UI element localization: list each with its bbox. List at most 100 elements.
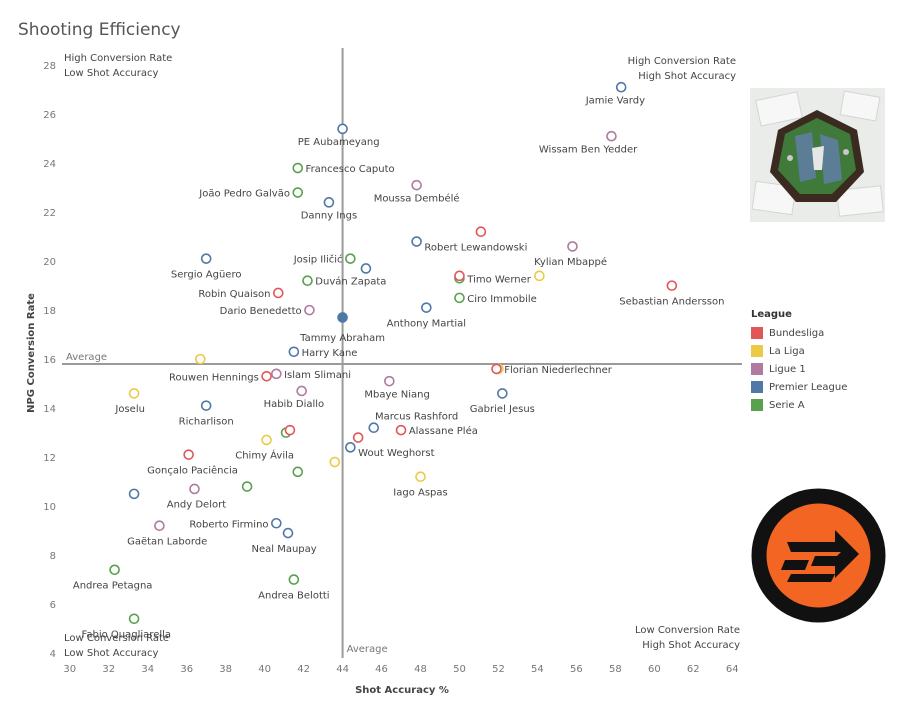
y-tick-label: 22: [43, 208, 56, 219]
point-label: Joselu: [114, 404, 145, 415]
data-point: [200, 400, 212, 411]
data-point: [666, 280, 678, 291]
data-point: [615, 81, 627, 93]
brand-logo: [751, 488, 886, 623]
legend-item-ligue-1[interactable]: Ligue 1: [751, 360, 847, 378]
data-point: [154, 520, 165, 532]
point-label: Gaëtan Laborde: [127, 536, 207, 547]
legend-label: Serie A: [769, 399, 805, 411]
point-label: Florian Niederlechner: [504, 365, 612, 376]
data-point: [454, 270, 465, 282]
point-label: Richarlison: [179, 416, 234, 427]
point-label: Ciro Immobile: [467, 294, 537, 305]
data-point: [189, 483, 200, 495]
legend-swatch: [751, 327, 763, 339]
point-label: Andrea Petagna: [73, 581, 153, 592]
x-tick-label: 36: [180, 664, 193, 675]
data-point: [128, 613, 140, 625]
x-tick-label: 44: [336, 664, 349, 675]
point-label: Duván Zapata: [315, 276, 386, 288]
legend-item-la-liga[interactable]: La Liga: [751, 342, 847, 360]
x-tick-label: 30: [63, 664, 76, 675]
data-point: [411, 179, 422, 191]
point-label: Habib Diallo: [264, 399, 325, 410]
quadrant-label: High Conversion Rate: [628, 56, 736, 67]
point-label: Robin Quaison: [198, 289, 270, 300]
legend-item-serie-a[interactable]: Serie A: [751, 396, 847, 414]
point-label: PE Aubameyang: [298, 137, 380, 148]
data-point: [282, 527, 294, 539]
x-tick-label: 62: [687, 664, 700, 675]
data-point: [261, 434, 272, 446]
y-tick-label: 10: [43, 502, 56, 513]
point-label: Sergio Agüero: [171, 269, 242, 280]
data-point: [421, 302, 432, 313]
data-point: [567, 241, 578, 252]
x-tick-label: 50: [453, 664, 466, 675]
photo-logo: [750, 88, 885, 222]
point-label: Jamie Vardy: [585, 95, 645, 106]
point-label: Robert Lewandowski: [424, 242, 527, 253]
legend-item-premier-league[interactable]: Premier League: [751, 378, 847, 396]
x-tick-label: 60: [648, 664, 661, 675]
point-label: Anthony Martial: [387, 318, 466, 329]
x-tick-label: 42: [297, 664, 310, 675]
y-axis-title: NPG Conversion Rate: [26, 293, 37, 413]
x-average-label: Average: [347, 644, 388, 655]
data-point: [323, 197, 335, 208]
point-label: Mbaye Niang: [364, 389, 429, 400]
data-point: [534, 270, 545, 282]
data-point: [411, 236, 422, 247]
point-label: João Pedro Galvão: [198, 189, 290, 200]
x-tick-label: 40: [258, 664, 271, 675]
legend-label: Bundesliga: [769, 327, 825, 339]
data-point: [337, 312, 348, 323]
legend: League Bundesliga La Liga Ligue 1 Premie…: [751, 309, 847, 414]
data-point: [368, 422, 380, 434]
point-label: Neal Maupay: [252, 544, 317, 555]
x-tick-label: 38: [219, 664, 232, 675]
data-point: [241, 481, 253, 492]
data-point: [454, 292, 465, 304]
data-point: [288, 574, 300, 585]
data-point: [606, 130, 617, 142]
point-label: Islam Slimani: [284, 370, 351, 381]
y-tick-label: 16: [43, 355, 56, 366]
data-point: [271, 368, 282, 380]
point-label: Chimy Ávila: [235, 449, 294, 462]
quadrant-label: Low Shot Accuracy: [64, 648, 159, 659]
point-label: Harry Kane: [302, 348, 358, 359]
data-point: [109, 564, 120, 576]
data-point: [128, 488, 140, 500]
legend-item-bundesliga[interactable]: Bundesliga: [751, 324, 847, 342]
data-point: [284, 424, 296, 436]
point-label: Wout Weghorst: [358, 448, 434, 459]
y-tick-label: 14: [43, 404, 56, 415]
point-label: Francesco Caputo: [306, 164, 395, 175]
quadrant-label: Low Conversion Rate: [64, 633, 169, 644]
data-point: [304, 304, 315, 316]
data-point: [345, 253, 356, 264]
quadrant-label: High Shot Accuracy: [642, 640, 740, 651]
legend-title: League: [751, 309, 792, 320]
quadrant-label: Low Shot Accuracy: [64, 68, 159, 79]
legend-swatch: [751, 381, 763, 393]
data-point: [296, 385, 307, 397]
x-tick-label: 58: [609, 664, 622, 675]
y-average-label: Average: [66, 352, 107, 363]
point-label: Rouwen Hennings: [169, 372, 259, 383]
point-label: Gonçalo Paciência: [147, 464, 238, 476]
point-label: Gabriel Jesus: [470, 404, 535, 415]
x-tick-label: 46: [375, 664, 388, 675]
y-tick-label: 6: [50, 600, 56, 611]
quadrant-label: High Shot Accuracy: [638, 71, 736, 82]
point-label: Josip Iličić: [293, 254, 343, 266]
y-tick-label: 26: [43, 110, 56, 121]
y-tick-label: 24: [43, 159, 56, 170]
point-label: Fabio Quagliarella: [82, 630, 171, 641]
x-tick-label: 34: [141, 664, 154, 675]
data-point: [200, 253, 212, 264]
point-label: Timo Werner: [466, 274, 531, 285]
data-point: [288, 346, 300, 358]
point-label: Moussa Dembélé: [374, 192, 460, 204]
